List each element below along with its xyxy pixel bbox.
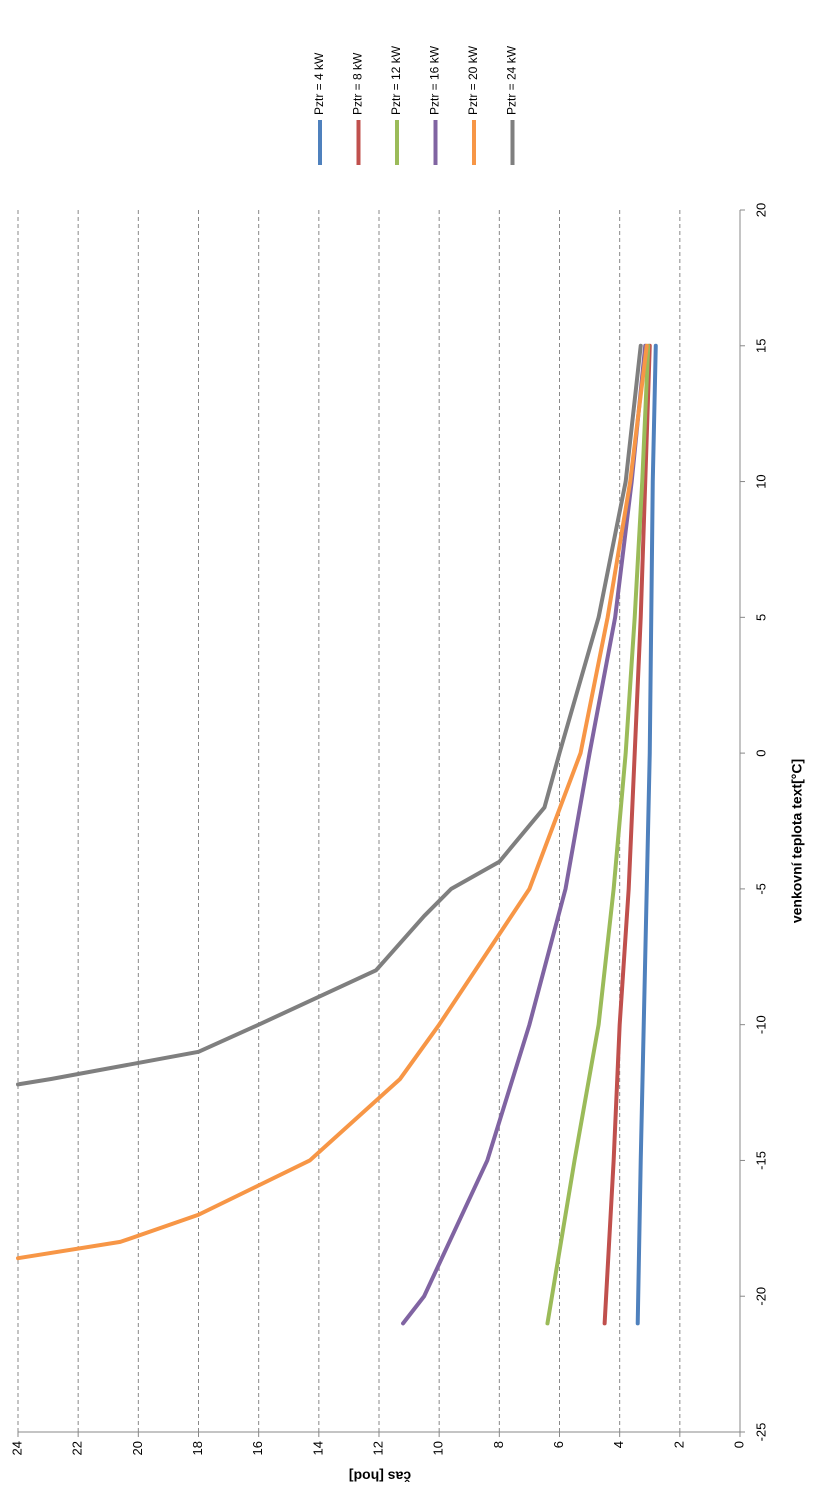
legend-label: Pztr = 20 kW xyxy=(466,45,480,115)
legend-label: Pztr = 4 kW xyxy=(312,52,326,115)
y-tick-label: 22 xyxy=(70,1441,85,1455)
series-line xyxy=(545,343,651,1326)
x-tick-label: 15 xyxy=(753,339,768,353)
y-tick-label: 10 xyxy=(431,1441,446,1455)
y-tick-label: 14 xyxy=(310,1441,325,1455)
x-tick-label: -5 xyxy=(753,883,768,895)
x-tick-label: 20 xyxy=(753,203,768,217)
y-tick-label: 0 xyxy=(731,1441,746,1448)
legend-label: Pztr = 24 kW xyxy=(505,45,519,115)
rotated-chart: 024681012141618202224-25-20-15-10-505101… xyxy=(9,45,804,1484)
y-axis-title: čas [hod] xyxy=(349,1468,411,1484)
y-tick-label: 2 xyxy=(671,1441,686,1448)
legend-label: Pztr = 12 kW xyxy=(389,45,403,115)
x-tick-label: -15 xyxy=(753,1151,768,1170)
x-tick-label: 5 xyxy=(753,614,768,621)
series-line xyxy=(16,343,643,1087)
x-tick-label: -20 xyxy=(753,1287,768,1306)
y-tick-label: 8 xyxy=(491,1441,506,1448)
x-tick-label: 0 xyxy=(753,749,768,756)
y-tick-label: 24 xyxy=(9,1441,24,1455)
x-tick-label: 10 xyxy=(753,474,768,488)
y-tick-label: 12 xyxy=(370,1441,385,1455)
legend-label: Pztr = 8 kW xyxy=(351,52,365,115)
x-tick-label: -10 xyxy=(753,1015,768,1034)
series-line xyxy=(16,343,649,1261)
y-tick-label: 18 xyxy=(190,1441,205,1455)
series-line xyxy=(602,343,652,1326)
y-tick-label: 16 xyxy=(250,1441,265,1455)
y-tick-label: 20 xyxy=(130,1441,145,1455)
series-line xyxy=(401,343,648,1326)
y-tick-label: 4 xyxy=(611,1441,626,1448)
series-line xyxy=(635,343,658,1326)
x-tick-label: -25 xyxy=(753,1423,768,1442)
y-tick-label: 6 xyxy=(551,1441,566,1448)
x-axis-title: venkovní teplota text[°C] xyxy=(789,759,805,923)
legend-label: Pztr = 16 kW xyxy=(428,45,442,115)
